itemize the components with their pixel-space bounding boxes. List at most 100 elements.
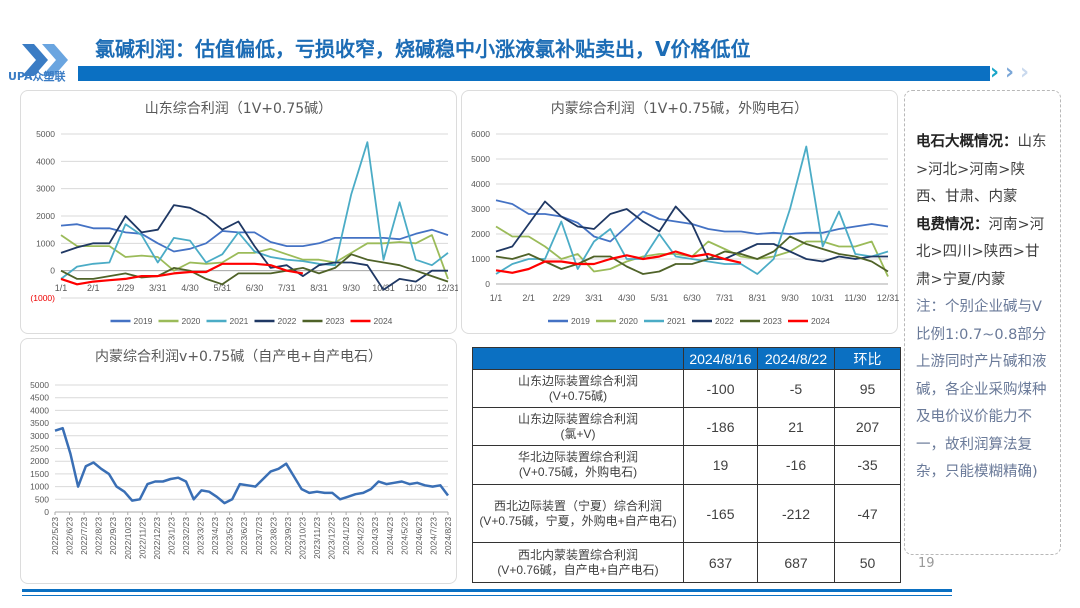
chart-neimeng-selfproduced: 内蒙综合利润v+0.75碱（自产电+自产电石） 5000 4500 4000 3500… bbox=[20, 338, 457, 584]
row-label: 华北边际装置综合利润 (V+0.75碱，外购电石) bbox=[472, 445, 684, 485]
chart-title: 内蒙综合利润（1V+0.75碱，外购电石） bbox=[550, 101, 809, 117]
y-tick-label: 4000 bbox=[30, 405, 49, 415]
logo-text: UPA众塑联 bbox=[8, 70, 66, 83]
x-tick-label: 9/30 bbox=[781, 293, 799, 303]
y-tick-label: 5000 bbox=[36, 129, 55, 139]
row-label-sub: (V+0.75碱，宁夏，外购电+自产电石) bbox=[479, 513, 677, 528]
x-tick-label: 2022/6/23 bbox=[65, 517, 75, 555]
row-label-sub: (V+0.75碱，外购电石) bbox=[518, 465, 638, 479]
legend-label: 2021 bbox=[667, 316, 686, 326]
row-label-main: 西北边际装置（宁夏）综合利润 bbox=[493, 498, 662, 513]
x-tick-label: 2023/10/23 bbox=[297, 517, 307, 560]
value-0816: -186 bbox=[683, 407, 758, 446]
x-tick-label: 11/30 bbox=[844, 293, 866, 303]
header-change: 环比 bbox=[834, 347, 901, 370]
x-tick-label: 11/30 bbox=[405, 283, 427, 293]
y-tick-label: 0 bbox=[44, 507, 49, 517]
y-tick-label: 6000 bbox=[471, 129, 490, 139]
x-tick-label: 4/30 bbox=[618, 293, 636, 303]
x-tick-label: 10/31 bbox=[372, 283, 395, 293]
series-line-2024 bbox=[495, 250, 742, 274]
x-tick-label: 8/31 bbox=[749, 293, 767, 303]
x-tick-label: 2/1 bbox=[522, 293, 535, 303]
row-label: 山东边际装置综合利润 (V+0.75碱) bbox=[472, 369, 684, 408]
x-tick-label: 2023/12/23 bbox=[327, 517, 337, 560]
x-tick-label: 2023/3/23 bbox=[196, 517, 206, 555]
value-0822: 687 bbox=[757, 542, 835, 583]
y-tick-label: 0 bbox=[485, 279, 490, 289]
x-tick-label: 2024/4/23 bbox=[385, 517, 395, 555]
table-row: 山东边际装置综合利润 (V+0.75碱) -100 -5 95 bbox=[472, 369, 901, 408]
row-label-sub: (V+0.75碱) bbox=[548, 388, 608, 403]
footer-line bbox=[22, 589, 952, 592]
y-tick-label: 2000 bbox=[36, 211, 55, 221]
value-0822: -5 bbox=[757, 369, 835, 408]
header-date1: 2024/8/16 bbox=[683, 347, 758, 370]
power-text: 河南>河北>四川>陕西>甘肃>宁夏/内蒙 bbox=[916, 216, 1045, 288]
x-tick-label: 6/30 bbox=[246, 283, 264, 293]
x-tick-label: 2023/7/23 bbox=[254, 517, 264, 555]
legend-label: 2024 bbox=[374, 316, 393, 326]
chart-svg: 5000 4000 3000 2000 1000 0 (1000)1/1 2/1 2/29 3/3… bbox=[30, 129, 458, 326]
x-tick-label: 2/29 bbox=[553, 293, 571, 303]
value-0822: -212 bbox=[757, 484, 835, 543]
x-tick-label: 5/31 bbox=[213, 283, 231, 293]
chart-svg: 6000 5000 4000 3000 2000 1000 01/1 2/1 2/29 3/31 4… bbox=[471, 129, 899, 326]
table-row: 山东边际装置综合利润 (氯+V) -186 21 207 bbox=[472, 407, 901, 446]
x-tick-label: 2023/2/23 bbox=[181, 517, 191, 555]
legend-label: 2019 bbox=[134, 316, 153, 326]
legend-label: 2023 bbox=[326, 316, 345, 326]
value-change: -35 bbox=[834, 445, 901, 485]
x-tick-label: 2022/11/23 bbox=[137, 517, 147, 559]
x-tick-label: 2022/12/23 bbox=[152, 517, 162, 560]
x-tick-label: 2023/8/23 bbox=[268, 517, 278, 555]
x-tick-label: 2022/8/23 bbox=[94, 517, 104, 555]
x-tick-label: 1/1 bbox=[55, 283, 68, 293]
y-tick-label: 4000 bbox=[471, 179, 490, 189]
row-label: 西北边际装置（宁夏）综合利润 (V+0.75碱，宁夏，外购电+自产电石) bbox=[472, 484, 684, 543]
x-tick-label: 8/31 bbox=[310, 283, 328, 293]
x-tick-label: 12/31 bbox=[437, 283, 458, 293]
y-tick-label: 3000 bbox=[36, 184, 55, 194]
y-tick-label: 4500 bbox=[30, 393, 49, 403]
chevron-icon: › bbox=[990, 60, 1000, 85]
x-tick-label: 2023/9/23 bbox=[283, 517, 293, 555]
y-tick-label: 5000 bbox=[30, 380, 49, 390]
y-tick-label: 2000 bbox=[30, 456, 49, 466]
y-tick-label: 1000 bbox=[471, 254, 490, 264]
x-tick-label: 6/30 bbox=[683, 293, 701, 303]
legend-label: 2019 bbox=[571, 316, 590, 326]
row-label-main: 西北内蒙装置综合利润 bbox=[517, 547, 638, 562]
value-0816: 19 bbox=[683, 445, 758, 485]
x-tick-label: 9/30 bbox=[342, 283, 360, 293]
row-label-main: 山东边际装置综合利润 bbox=[517, 411, 638, 426]
row-label-main: 华北边际装置综合利润 bbox=[517, 450, 638, 464]
notes-box: 电石大概情况：山东>河北>河南>陕西、甘肃、内蒙 电费情况：河南>河北>四川>陕… bbox=[904, 90, 1061, 555]
x-tick-label: 2024/6/23 bbox=[414, 517, 424, 555]
value-change: 95 bbox=[834, 369, 901, 408]
x-tick-label: 12/31 bbox=[877, 293, 899, 303]
y-tick-label: 3000 bbox=[471, 204, 490, 214]
series-line-2019 bbox=[60, 223, 449, 253]
y-tick-label: 1000 bbox=[30, 482, 49, 492]
footer-line bbox=[22, 595, 952, 596]
chevron-icon: › bbox=[1005, 60, 1015, 85]
y-tick-label: 3500 bbox=[30, 418, 49, 428]
table-row: 西北内蒙装置综合利润 (V+0.76碱，自产电+自产电石) 637 687 50 bbox=[472, 542, 901, 583]
x-tick-label: 7/31 bbox=[716, 293, 734, 303]
profit-table: 2024/8/16 2024/8/22 环比 山东边际装置综合利润 (V+0.75… bbox=[472, 347, 901, 583]
x-tick-label: 2024/3/23 bbox=[370, 517, 380, 555]
x-tick-label: 2023/11/23 bbox=[312, 517, 322, 559]
row-label-sub: (V+0.76碱，自产电+自产电石) bbox=[497, 562, 659, 577]
series-line-profit bbox=[54, 426, 449, 505]
x-tick-label: 2022/7/23 bbox=[79, 517, 89, 555]
legend-label: 2021 bbox=[230, 316, 249, 326]
series-line-2020 bbox=[60, 234, 449, 280]
x-tick-label: 2024/1/23 bbox=[341, 517, 351, 555]
legend-label: 2024 bbox=[811, 316, 830, 326]
chart-title: 内蒙综合利润v+0.75碱（自产电+自产电石） bbox=[95, 349, 382, 365]
value-0816: -165 bbox=[683, 484, 758, 543]
x-tick-label: 2022/10/23 bbox=[123, 517, 133, 560]
value-0822: 21 bbox=[757, 407, 835, 446]
value-0822: -16 bbox=[757, 445, 835, 485]
